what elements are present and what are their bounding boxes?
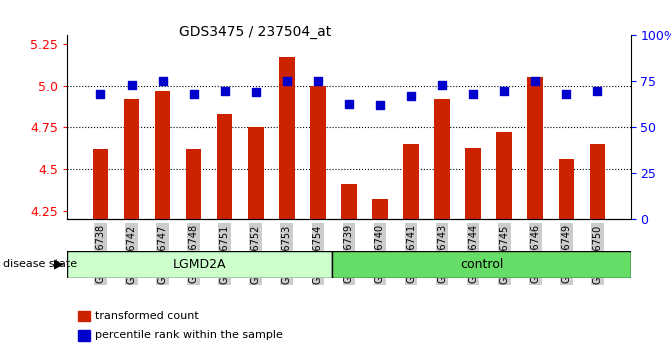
Bar: [123, 99, 140, 354]
Point: [499, 88, 509, 93]
Point: [344, 101, 354, 106]
Bar: [93, 149, 108, 354]
FancyBboxPatch shape: [67, 251, 332, 278]
Text: LGMD2A: LGMD2A: [173, 258, 227, 271]
Point: [406, 93, 417, 99]
Bar: [341, 184, 357, 354]
Bar: [248, 127, 264, 354]
FancyBboxPatch shape: [332, 251, 631, 278]
Bar: [466, 148, 481, 354]
Text: ▶: ▶: [54, 257, 63, 270]
Point: [437, 82, 448, 88]
Bar: [434, 99, 450, 354]
Text: percentile rank within the sample: percentile rank within the sample: [95, 330, 283, 341]
Text: transformed count: transformed count: [95, 311, 199, 321]
Point: [250, 90, 261, 95]
Point: [313, 79, 323, 84]
Point: [561, 91, 572, 97]
Bar: [279, 57, 295, 354]
Point: [281, 79, 292, 84]
Bar: [217, 114, 232, 354]
Bar: [403, 144, 419, 354]
Bar: [372, 199, 388, 354]
Point: [592, 88, 603, 93]
Bar: [527, 77, 543, 354]
Point: [157, 79, 168, 84]
Text: disease state: disease state: [3, 259, 77, 269]
Point: [530, 79, 541, 84]
Bar: [590, 144, 605, 354]
Point: [95, 91, 106, 97]
Point: [468, 91, 478, 97]
Point: [189, 91, 199, 97]
Bar: [79, 311, 90, 321]
Bar: [497, 132, 512, 354]
Point: [219, 88, 230, 93]
Text: GDS3475 / 237504_at: GDS3475 / 237504_at: [179, 25, 331, 39]
Bar: [79, 330, 90, 341]
Point: [374, 103, 385, 108]
Bar: [155, 91, 170, 354]
Bar: [310, 86, 325, 354]
Bar: [186, 149, 201, 354]
Point: [126, 82, 137, 88]
Bar: [558, 159, 574, 354]
Text: control: control: [460, 258, 503, 271]
